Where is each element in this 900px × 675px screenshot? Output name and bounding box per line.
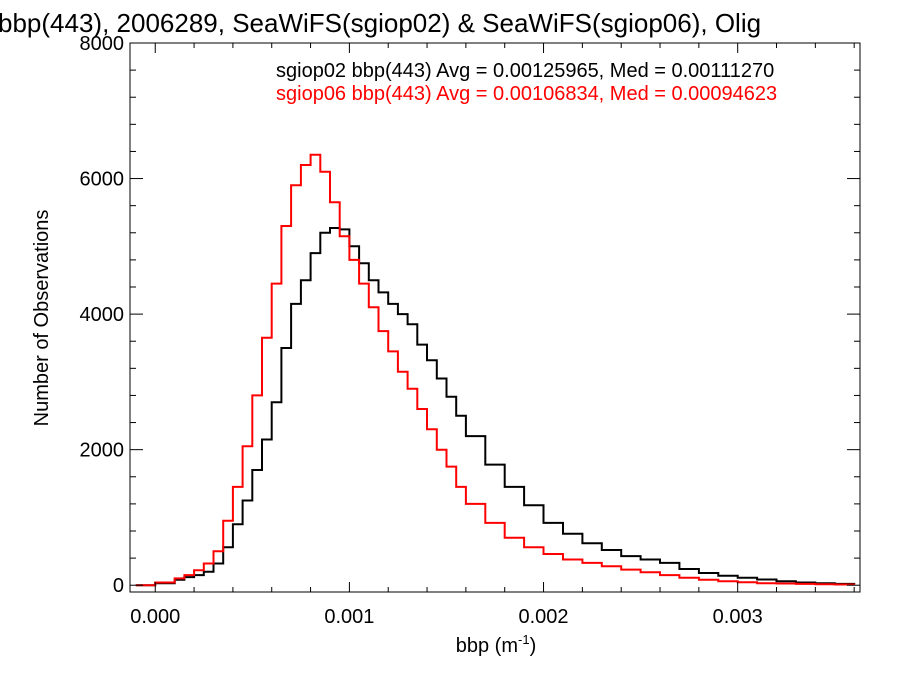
legend-sgiop06: sgiop06 bbp(443) Avg = 0.00106834, Med =… [276, 83, 777, 105]
plot-frame [129, 42, 861, 593]
x-tick-label: 0.003 [713, 606, 763, 628]
series-line-sgiop06 [135, 153, 856, 587]
x-tick-label: 0.000 [130, 606, 180, 628]
legend-sgiop02: sgiop02 bbp(443) Avg = 0.00125965, Med =… [276, 60, 774, 82]
y-axis-label: Number of Observations [31, 210, 53, 427]
ticks-layer: 0.000 0.001 0.002 0.003 0 2000 4000 6000 8000 [80, 33, 860, 628]
x-axis-label: bbp (m-1) [456, 632, 536, 657]
y-tick-label: 4000 [80, 304, 125, 326]
series-layer [135, 153, 856, 587]
y-tick-label: 6000 [80, 169, 125, 191]
x-tick-label: 0.001 [324, 606, 374, 628]
x-tick-label: 0.002 [519, 606, 569, 628]
series-line-sgiop02 [135, 227, 856, 587]
y-tick-label: 2000 [80, 440, 125, 462]
y-tick-label: 0 [113, 575, 124, 597]
x-axis-label-close: ) [530, 635, 537, 657]
x-axis-label-main: bbp (m [456, 635, 518, 657]
chart-title: bbp(443), 2006289, SeaWiFS(sgiop02) & Se… [0, 8, 761, 38]
x-axis-label-sup: -1 [518, 632, 530, 647]
y-tick-label: 8000 [80, 33, 125, 55]
